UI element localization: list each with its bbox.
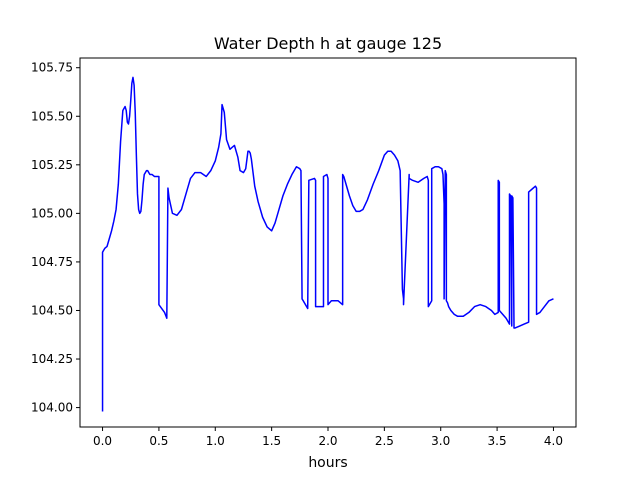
series-layer [101, 76, 554, 412]
x-axis: 0.0 0.5 1.0 1.5 2.0 2.5 3.0 3.5 4.0 [93, 427, 563, 448]
series-line-1 [101, 76, 554, 412]
y-tick-label: 105.75 [31, 61, 73, 75]
y-axis: 104.00 104.25 104.50 104.75 105.00 105.25 105.… [31, 61, 80, 415]
plot-area [79, 57, 577, 428]
y-tick-label: 105.25 [31, 158, 73, 172]
x-tick-label: 2.5 [375, 434, 394, 448]
chart-title: Water Depth h at gauge 125 [214, 34, 442, 53]
y-tick-label: 105.50 [31, 109, 73, 123]
y-tick-label: 104.75 [31, 255, 73, 269]
x-tick-label: 0.5 [149, 434, 168, 448]
x-tick-label: 2.0 [318, 434, 337, 448]
x-tick-label: 0.0 [93, 434, 112, 448]
x-tick-label: 3.0 [431, 434, 450, 448]
x-tick-label: 1.0 [206, 434, 225, 448]
y-tick-label: 104.00 [31, 401, 73, 415]
x-tick-label: 3.5 [488, 434, 507, 448]
x-tick-label: 1.5 [262, 434, 281, 448]
y-tick-label: 104.25 [31, 352, 73, 366]
y-tick-label: 104.50 [31, 303, 73, 317]
x-axis-label: hours [308, 455, 347, 471]
x-tick-label: 4.0 [544, 434, 563, 448]
y-tick-label: 105.00 [31, 206, 73, 220]
